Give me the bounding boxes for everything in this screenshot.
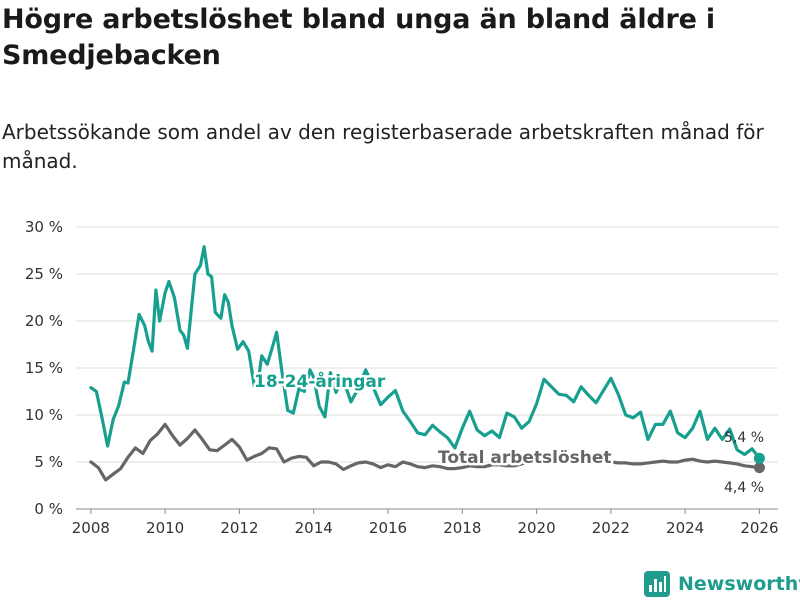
y-tick-label: 25 %	[25, 265, 63, 283]
x-tick-label: 2008	[72, 519, 110, 537]
x-axis: 2008 2010 2012 2014 2016 2018 2020 2022 2024 2026	[72, 509, 779, 537]
series-line-total	[89, 422, 761, 482]
x-tick-label: 2016	[369, 519, 407, 537]
series-line-youth	[89, 245, 761, 460]
y-tick-label: 10 %	[25, 406, 63, 424]
series-line-youth-end-dot	[753, 452, 765, 464]
series-line-total-end-dot	[753, 462, 765, 474]
series-labels: 18-24-åringar Total arbetslöshet 5,4 % 4,4 …	[252, 368, 765, 497]
y-tick-label: 30 %	[25, 218, 63, 236]
y-tick-label: 0 %	[34, 500, 63, 518]
y-tick-label: 15 %	[25, 359, 63, 377]
series-lines	[89, 245, 765, 482]
series-label-youth: 18-24-åringar	[254, 370, 386, 392]
x-tick-label: 2022	[592, 519, 630, 537]
chart-title: Högre arbetslöshet bland unga än bland ä…	[2, 4, 715, 71]
y-axis: 0 % 5 % 10 % 15 % 20 % 25 % 30 %	[25, 218, 63, 518]
x-tick-label: 2010	[146, 519, 184, 537]
x-tick-label: 2020	[517, 519, 555, 537]
chart-subtitle: Arbetssökande som andel av den registerb…	[2, 120, 764, 173]
end-value-youth: 5,4 %	[724, 430, 764, 446]
x-tick-label: 2018	[443, 519, 481, 537]
bar-chart-logo-icon	[644, 571, 670, 597]
end-value-total: 4,4 %	[724, 480, 764, 496]
series-label-total: Total arbetslöshet	[438, 448, 612, 468]
brand-name: Newsworthy	[678, 573, 800, 595]
x-tick-label: 2012	[220, 519, 258, 537]
x-tick-label: 2026	[740, 519, 778, 537]
x-tick-label: 2014	[295, 519, 333, 537]
y-tick-label: 5 %	[34, 453, 63, 471]
x-tick-label: 2024	[666, 519, 704, 537]
y-tick-label: 20 %	[25, 312, 63, 330]
newsworthy-logo: Newsworthy	[644, 570, 800, 598]
